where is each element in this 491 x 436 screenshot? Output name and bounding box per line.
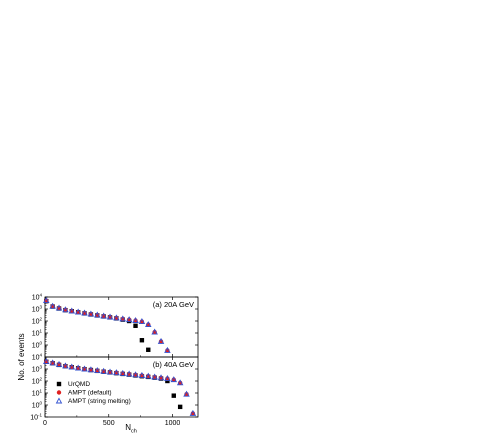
data-point	[157, 337, 165, 344]
y-tick-exponent: 0	[39, 340, 42, 345]
data-point	[49, 359, 56, 366]
x-axis-label-subscript: ch	[131, 429, 137, 435]
y-tick-label: 101	[32, 388, 43, 397]
data-point	[62, 362, 69, 369]
data-point	[171, 393, 176, 398]
x-axis-label-base: N	[125, 423, 131, 432]
data-point	[125, 370, 133, 377]
y-tick-exponent: 2	[39, 316, 42, 321]
y-tick-label: 102	[32, 316, 43, 325]
legend-marker	[56, 390, 62, 395]
data-point	[177, 404, 183, 410]
data-point	[132, 316, 139, 323]
y-tick-label: 103	[32, 304, 43, 313]
y-tick-label: 100	[32, 340, 43, 349]
data-point	[170, 376, 178, 383]
data-point	[151, 328, 158, 335]
data-point	[94, 311, 101, 318]
data-point	[62, 306, 69, 313]
data-point	[176, 379, 184, 386]
data-point	[43, 297, 50, 304]
y-tick-exponent: 0	[39, 400, 42, 405]
data-point	[113, 369, 120, 376]
data-point	[164, 375, 171, 382]
data-point	[183, 390, 190, 397]
y-tick-label: 102	[32, 376, 43, 385]
series-ampt-string-melting-	[43, 297, 171, 353]
y-axis-label: No. of events	[17, 333, 26, 380]
y-tick-label: 103	[32, 364, 43, 373]
legend-label: AMPT (string melting)	[68, 398, 131, 405]
data-point	[113, 314, 120, 321]
data-point	[68, 307, 76, 314]
data-point	[119, 369, 127, 376]
data-point	[119, 315, 127, 322]
data-point	[74, 364, 82, 371]
y-tick-exponent: 2	[39, 376, 42, 381]
data-point	[100, 312, 107, 319]
data-point	[43, 357, 50, 364]
data-point	[74, 308, 82, 315]
data-point	[138, 371, 146, 378]
legend-label: UrQMD	[68, 381, 90, 388]
data-point	[189, 409, 197, 416]
data-point	[133, 323, 138, 328]
data-point	[164, 346, 171, 353]
data-point	[146, 347, 151, 352]
data-point	[139, 338, 145, 343]
y-tick-label: 101	[32, 328, 43, 337]
data-point	[132, 371, 139, 378]
y-tick-label: 104	[32, 292, 43, 301]
data-point	[68, 363, 76, 370]
data-point	[106, 368, 114, 375]
y-tick-exponent: 1	[39, 328, 42, 333]
x-tick-label: 500	[103, 420, 115, 427]
legend-label: AMPT (default)	[68, 390, 112, 397]
y-tick-label: 104	[32, 352, 43, 361]
legend-marker	[55, 397, 63, 404]
data-point	[100, 367, 107, 374]
legend: UrQMD AMPT (default)AMPT (string melting)	[55, 381, 131, 405]
data-point	[145, 321, 152, 328]
data-point	[81, 365, 88, 372]
data-point	[87, 366, 95, 373]
y-tick-exponent: 4	[39, 352, 42, 357]
data-point	[94, 367, 101, 374]
x-tick-label: 0	[43, 420, 47, 427]
panel-label: (a) 20A GeV	[153, 300, 194, 309]
data-point	[55, 360, 63, 367]
legend-marker	[56, 381, 62, 387]
y-tick-exponent: 4	[39, 292, 42, 297]
y-tick-exponent: -1	[38, 412, 42, 417]
x-axis-label: Nch	[125, 423, 137, 435]
y-tick-label: 100	[32, 400, 43, 409]
y-tick-exponent: 3	[39, 304, 42, 309]
data-point	[87, 310, 95, 317]
data-point	[145, 372, 152, 379]
y-tick-label: 10-1	[30, 412, 42, 421]
data-point	[157, 374, 165, 381]
plot-frame	[44, 356, 199, 418]
y-tick-exponent: 3	[39, 364, 42, 369]
data-point	[106, 313, 114, 320]
y-tick-exponent: 1	[39, 388, 42, 393]
data-point	[55, 304, 63, 311]
data-point	[151, 373, 158, 380]
series-ampt-string-melting-	[43, 357, 197, 416]
x-tick-label: 1000	[165, 420, 181, 427]
data-point	[49, 302, 56, 309]
data-point	[125, 316, 133, 323]
data-point	[138, 318, 146, 324]
series-ampt-default-	[44, 298, 170, 353]
panel-label: (b) 40A GeV	[153, 360, 194, 369]
data-point	[81, 309, 88, 316]
